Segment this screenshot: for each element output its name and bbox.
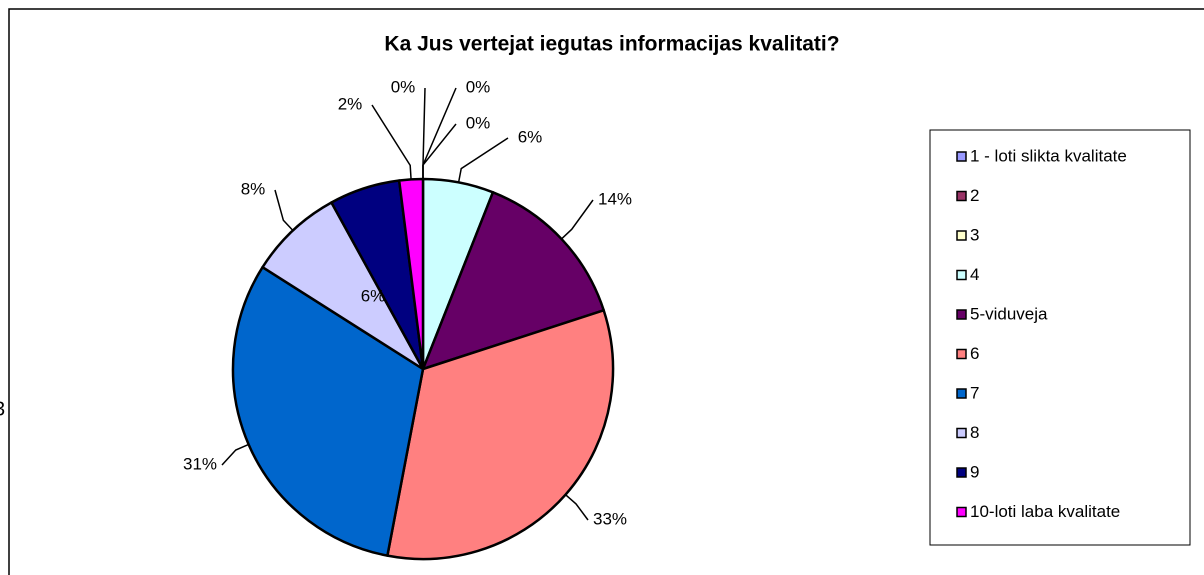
data-label: 6% (361, 286, 386, 305)
legend-label: 9 (970, 462, 979, 481)
data-label: 14% (598, 189, 632, 208)
data-label: 0% (391, 77, 416, 96)
legend-label: 7 (970, 383, 979, 402)
pie-slice (261, 201, 425, 371)
legend-label: 1 - loti slikta kvalitate (970, 146, 1127, 165)
legend-swatch (956, 467, 967, 478)
annotation: 3 (0, 398, 5, 420)
legend-label: 3 (970, 225, 979, 244)
data-label: 0% (466, 77, 491, 96)
legend-swatch (956, 230, 967, 241)
leader-line (560, 199, 594, 240)
legend-swatch (956, 506, 967, 518)
data-label: 2% (338, 94, 363, 113)
legend-swatch (956, 269, 967, 281)
legend-label: 2 (970, 186, 979, 205)
leader-line (221, 443, 249, 466)
legend-swatch (956, 151, 967, 162)
leader-line (274, 189, 294, 232)
legend-label: 6 (970, 344, 979, 363)
leader-line (457, 137, 509, 183)
legend-box (929, 129, 1191, 546)
data-label: 8% (241, 179, 266, 198)
data-label: 31% (183, 454, 217, 473)
legend-label: 4 (970, 265, 979, 284)
legend-swatch (956, 348, 967, 360)
data-label: 0% (466, 113, 491, 132)
legend-swatch (956, 190, 967, 202)
leader-line (422, 123, 457, 179)
data-label: 6% (518, 127, 543, 146)
legend-swatch (956, 388, 967, 399)
legend-swatch (956, 427, 967, 439)
legend-label: 8 (970, 423, 979, 442)
legend-swatch (956, 309, 967, 320)
pie-slice (386, 309, 615, 561)
legend-label: 10-loti laba kvalitate (970, 502, 1120, 521)
data-label: 33% (593, 509, 627, 528)
chart-title: Ka Jus vertejat iegutas informacijas kva… (384, 33, 839, 56)
legend-label: 5-viduveja (970, 304, 1048, 323)
leader-line (565, 494, 589, 521)
leader-line (371, 104, 412, 180)
